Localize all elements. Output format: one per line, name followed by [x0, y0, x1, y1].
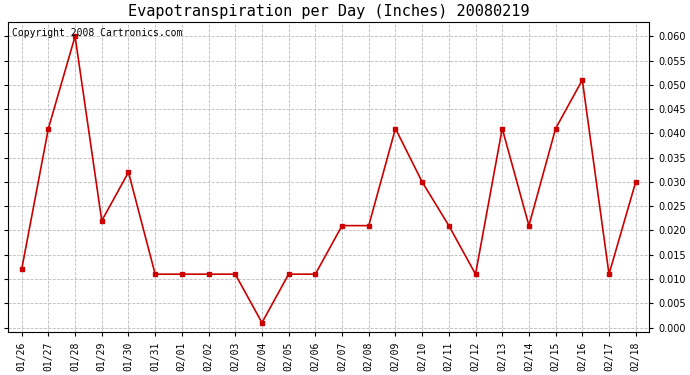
Title: Evapotranspiration per Day (Inches) 20080219: Evapotranspiration per Day (Inches) 2008… — [128, 4, 529, 19]
Text: Copyright 2008 Cartronics.com: Copyright 2008 Cartronics.com — [12, 28, 182, 38]
